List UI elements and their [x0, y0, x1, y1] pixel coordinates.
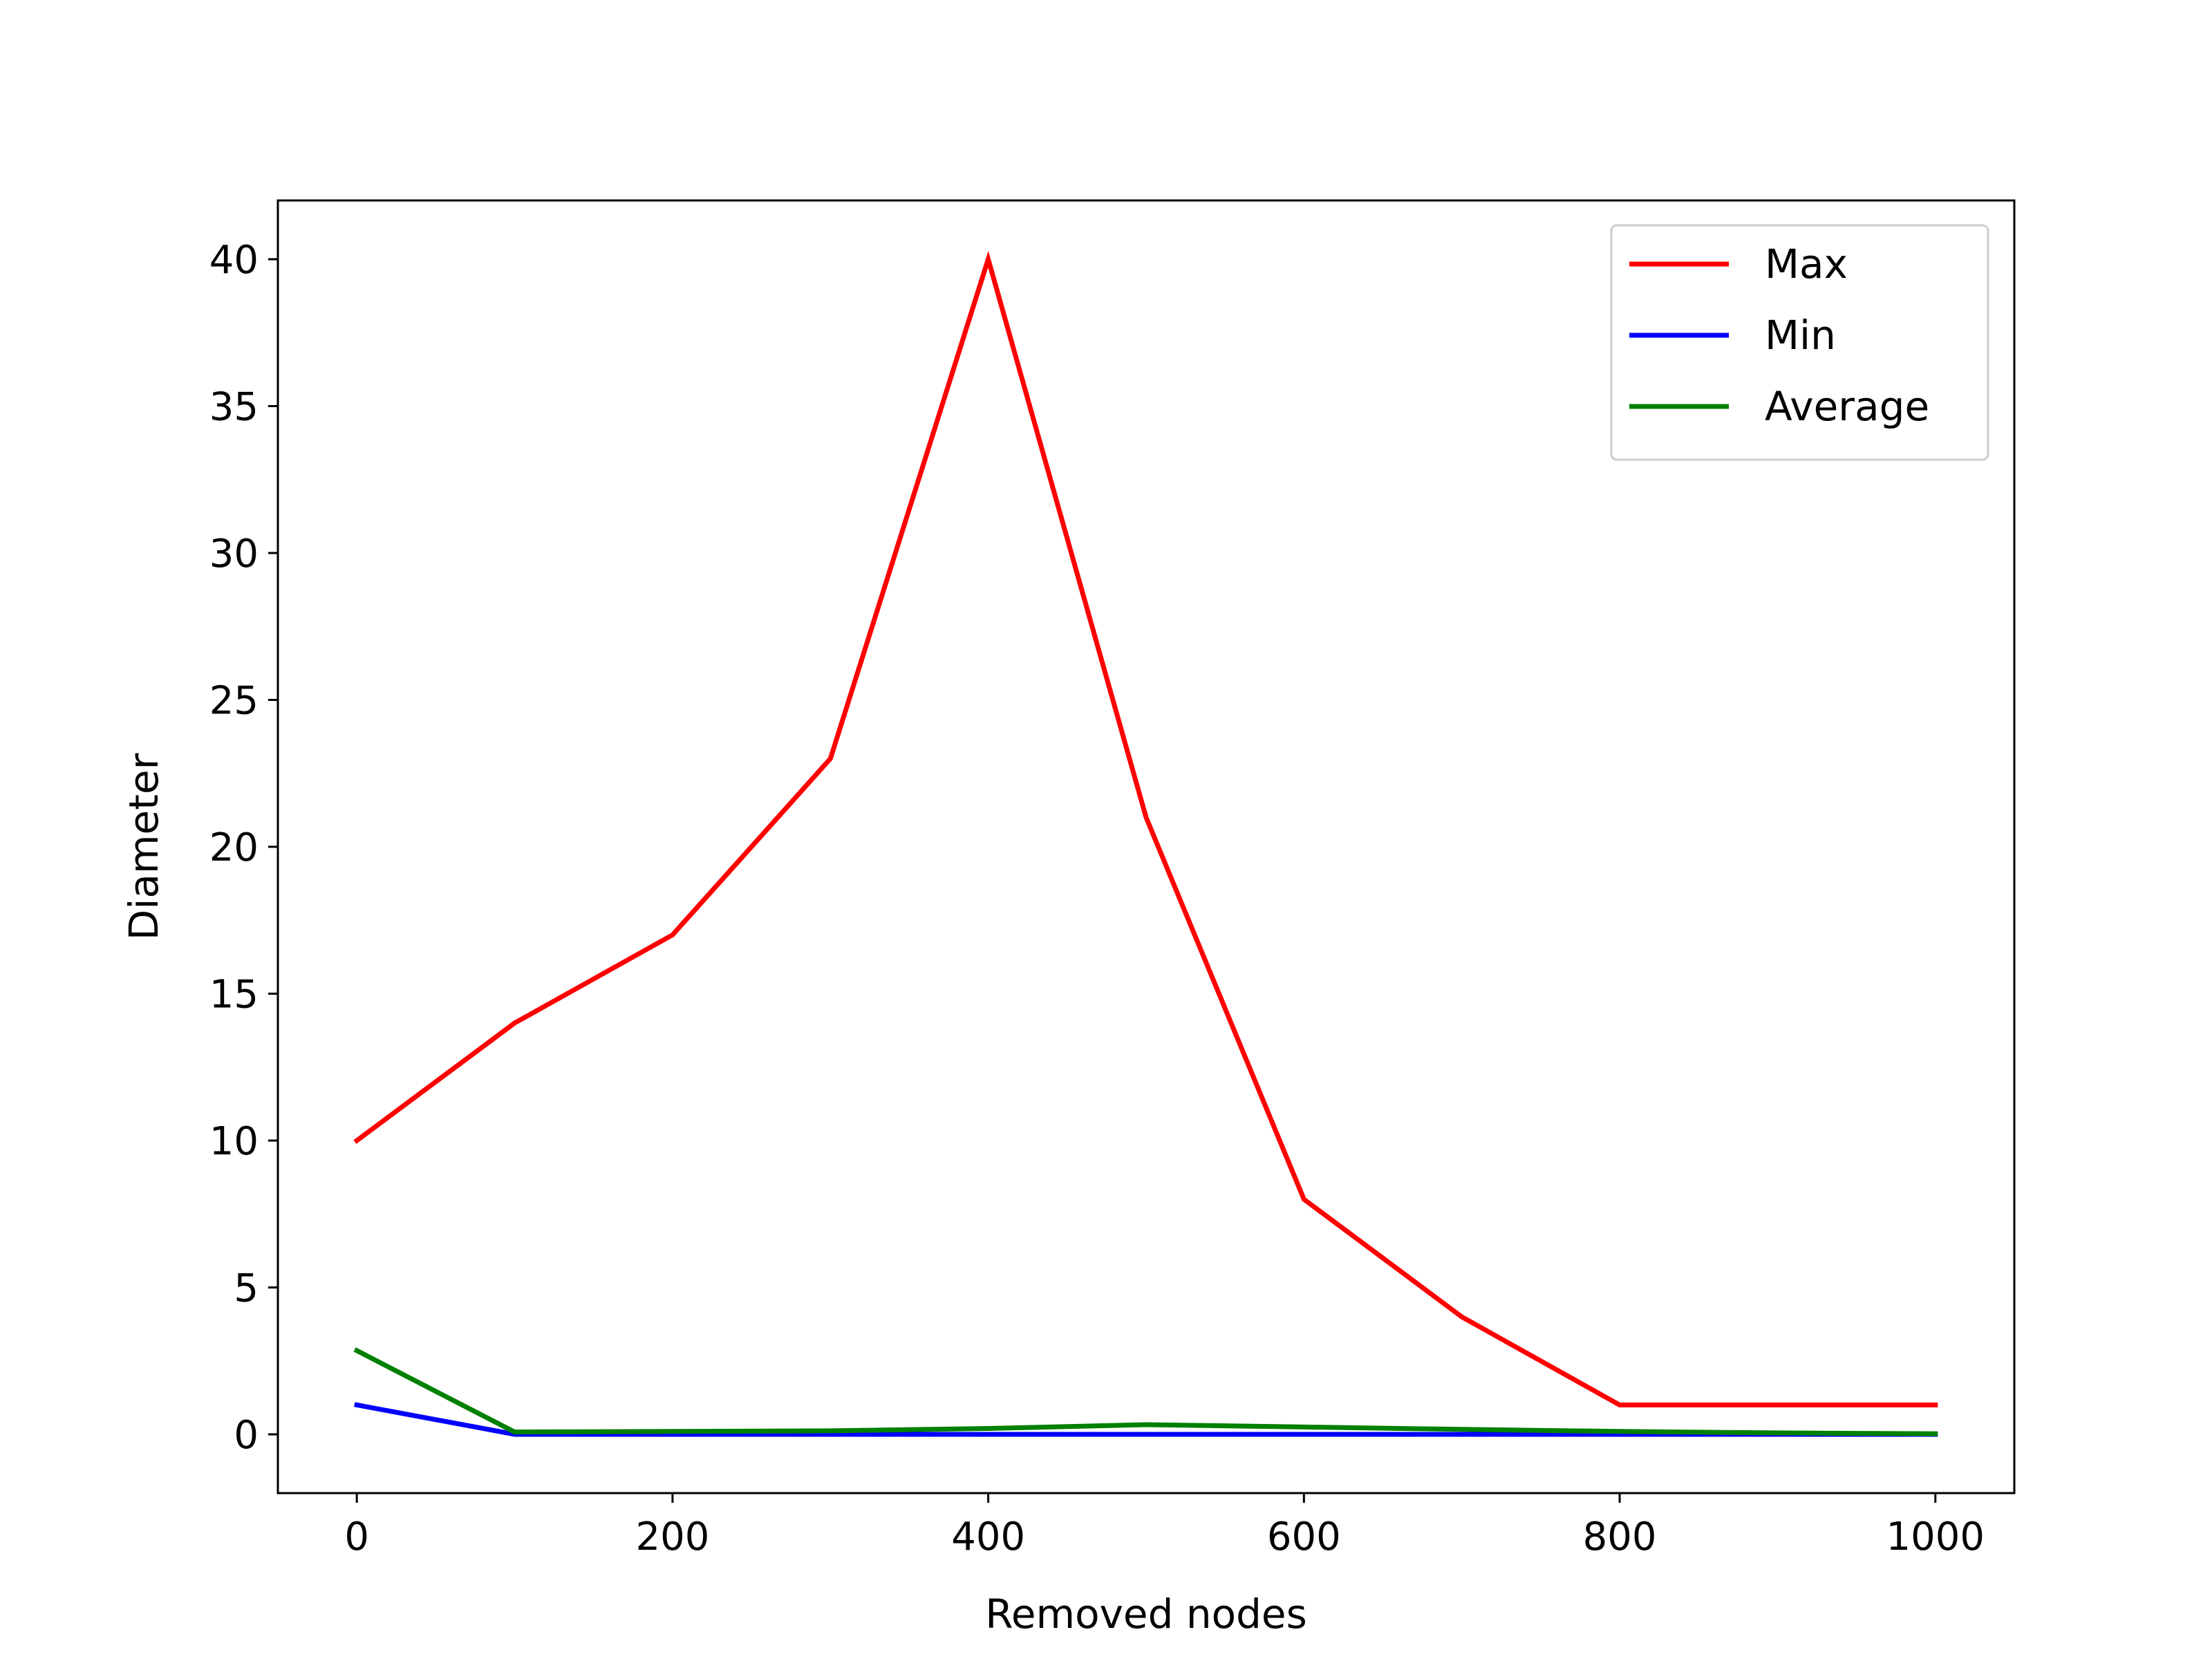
y-tick-label: 35 — [209, 385, 259, 430]
series-layer — [353, 250, 1938, 1437]
legend: Max Min Average — [1610, 224, 1989, 461]
y-tick-label: 20 — [209, 825, 259, 870]
x-tick-label: 0 — [344, 1515, 369, 1559]
y-tick-label: 25 — [209, 679, 259, 724]
x-axis: 0 200 400 600 800 1000 — [344, 1493, 1985, 1559]
x-tick-label: 600 — [1267, 1515, 1341, 1559]
series-line-average — [353, 1347, 1938, 1436]
x-tick-label: 400 — [951, 1515, 1025, 1559]
series-line-max — [353, 250, 1938, 1407]
y-tick-label: 15 — [209, 973, 259, 1018]
x-tick-label: 1000 — [1886, 1515, 1985, 1559]
y-axis-label: Diameter — [120, 753, 167, 940]
x-axis-label: Removed nodes — [985, 1591, 1307, 1638]
y-tick-label: 5 — [234, 1266, 259, 1311]
x-tick-label: 200 — [635, 1515, 709, 1559]
y-axis: 0 5 10 15 20 25 30 35 40 — [209, 238, 278, 1458]
legend-label-max: Max — [1765, 241, 1848, 288]
legend-label-average: Average — [1765, 383, 1929, 430]
legend-box — [1610, 224, 1989, 461]
y-tick-label: 0 — [234, 1413, 259, 1458]
x-tick-label: 800 — [1583, 1515, 1657, 1559]
y-tick-label: 30 — [209, 532, 259, 577]
y-tick-label: 10 — [209, 1119, 259, 1164]
legend-label-min: Min — [1765, 312, 1836, 359]
y-tick-label: 40 — [209, 238, 259, 283]
